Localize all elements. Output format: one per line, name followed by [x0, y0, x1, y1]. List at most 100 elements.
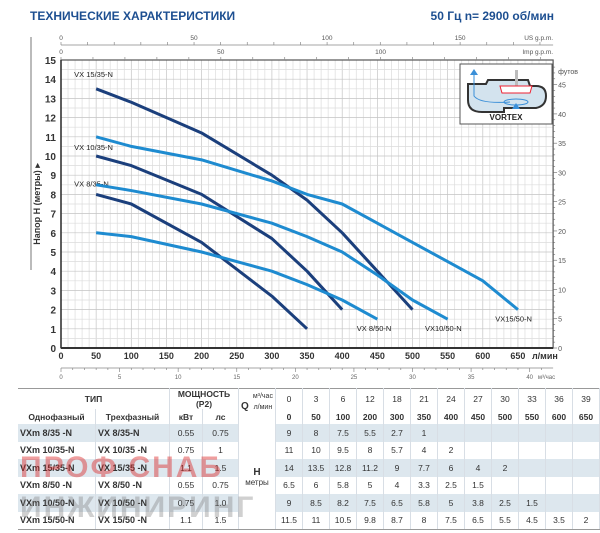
us-gpm-unit-label: US g.p.m.	[524, 35, 553, 42]
series-label: VX 8/50-N	[357, 324, 392, 333]
head-value: 5.7	[383, 441, 411, 459]
y-tick-label: 7	[50, 210, 56, 221]
lmin-value: 100	[329, 409, 357, 424]
head-value	[572, 459, 600, 477]
head-value: 11	[302, 511, 330, 530]
m3h-tick-label: 30	[409, 375, 416, 381]
m3h-value: 24	[437, 388, 465, 409]
y-tick-label: 1	[50, 325, 56, 336]
head-value: 8	[356, 441, 384, 459]
head-value: 8	[410, 511, 438, 530]
feet-tick-label: 5	[558, 317, 562, 324]
y-tick-label: 0	[50, 344, 56, 355]
imp-gpm-tick-label: 0	[59, 49, 63, 56]
feet-tick-label: 0	[558, 346, 562, 353]
head-value: 5.5	[356, 424, 384, 442]
m3h-value: 27	[464, 388, 492, 409]
single-phase-model: VXm 15/35-N	[18, 459, 96, 477]
m3h-value: 0	[275, 388, 303, 409]
head-value	[572, 476, 600, 494]
head-value: 6.5	[383, 494, 411, 512]
y-tick-label: 9	[50, 171, 56, 182]
head-value: 6	[302, 476, 330, 494]
y-tick-label: 4	[50, 267, 56, 278]
power-hp: 0.75	[202, 424, 239, 442]
head-value: 2	[491, 459, 519, 477]
head-value	[518, 424, 546, 442]
m3h-tick-label: 35	[468, 375, 475, 381]
power-kw: 0.75	[169, 494, 203, 512]
x-tick-label: 150	[159, 351, 174, 361]
power-kw: 0.75	[169, 441, 203, 459]
y-tick-label: 12	[45, 114, 57, 125]
head-value: 6.5	[464, 511, 492, 530]
head-value: 9	[275, 424, 303, 442]
head-value	[545, 494, 573, 512]
head-value: 5.8	[329, 476, 357, 494]
head-value: 9.8	[356, 511, 384, 530]
lmin-value: 500	[491, 409, 519, 424]
m3h-tick-label: 0	[59, 375, 63, 381]
series-label: VX10/50-N	[425, 324, 462, 333]
head-value: 5.8	[410, 494, 438, 512]
y-tick-label: 5	[50, 248, 56, 259]
x-tick-label: 450	[370, 351, 385, 361]
head-value: 4	[383, 476, 411, 494]
imp-gpm-tick-label: 100	[375, 49, 386, 56]
head-value: 7.5	[329, 424, 357, 442]
m3h-value: 6	[329, 388, 357, 409]
head-value: 3.5	[545, 511, 573, 530]
m3h-value: 36	[545, 388, 573, 409]
us-gpm-tick-label: 100	[322, 35, 333, 42]
table-row: VXm 15/50-N VX 15/50 -N 1.1 1.5 11.5 11 10.5 9.…	[18, 511, 600, 530]
power-hp: 1	[202, 441, 239, 459]
m3h-value: 33	[518, 388, 546, 409]
x-tick-label: 500	[405, 351, 420, 361]
curve-vx-10-35-n	[95, 154, 344, 311]
head-value: 12.8	[329, 459, 357, 477]
head-value: 7.7	[410, 459, 438, 477]
head-value: 6.5	[275, 476, 303, 494]
x-unit-label: л/мин	[532, 351, 558, 361]
curve-vx-8-50-n	[95, 231, 379, 321]
feet-tick-label: 15	[558, 258, 566, 265]
q-symbol: Q	[241, 401, 249, 412]
single-phase-model: VXm 10/50-N	[18, 494, 96, 512]
table-row: VXm 10/35-N VX 10/35 -N 0.75 1 11 10 9.5 8 5.7 4 2	[18, 441, 600, 459]
head-value: 2.5	[437, 476, 465, 494]
m3h-value: 18	[383, 388, 411, 409]
lmin-value: 550	[518, 409, 546, 424]
head-value: 7.5	[356, 494, 384, 512]
speed-label: 50 Гц n= 2900 об/мин	[430, 9, 554, 23]
x-tick-label: 50	[91, 351, 101, 361]
head-value	[464, 424, 492, 442]
head-value: 9	[383, 459, 411, 477]
head-value: 9.5	[329, 441, 357, 459]
h-symbol: H	[253, 466, 261, 478]
m3h-value: 3	[302, 388, 330, 409]
power-kw: 1.1	[169, 511, 203, 530]
head-value: 4.5	[518, 511, 546, 530]
section-title: ТЕХНИЧЕСКИЕ ХАРАКТЕРИСТИКИ	[30, 9, 236, 23]
y-tick-label: 6	[50, 229, 56, 240]
x-tick-label: 200	[194, 351, 209, 361]
curve-vx-8-35-n	[95, 192, 309, 330]
head-value	[518, 476, 546, 494]
m3h-unit: м³/час	[252, 393, 273, 400]
lmin-unit: л/мин	[253, 404, 273, 411]
m3h-value: 30	[491, 388, 519, 409]
head-value	[572, 494, 600, 512]
feet-tick-label: 10	[558, 287, 566, 294]
head-value: 3.8	[464, 494, 492, 512]
us-gpm-tick-label: 0	[59, 35, 63, 42]
y-tick-label: 3	[50, 286, 56, 297]
three-phase-model: VX 15/50 -N	[95, 511, 170, 530]
vortex-label: VORTEX	[490, 113, 524, 122]
lmin-value: 50	[302, 409, 330, 424]
head-value	[464, 441, 492, 459]
m3h-value: 21	[410, 388, 438, 409]
head-value: 10	[302, 441, 330, 459]
head-value: 11	[275, 441, 303, 459]
